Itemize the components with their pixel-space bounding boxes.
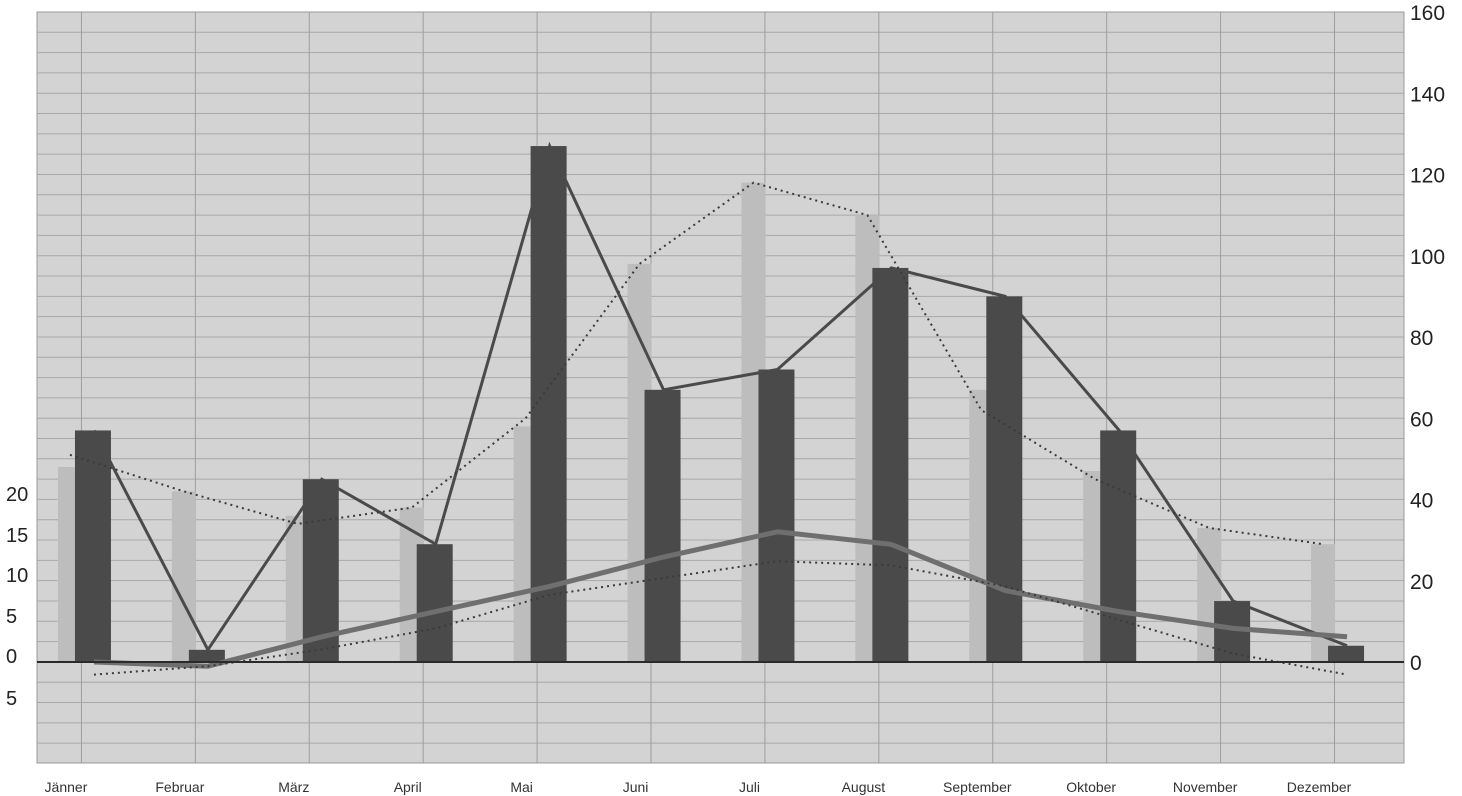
right-tick-label: 160 <box>1410 2 1445 25</box>
precipitation-line <box>92 141 1348 653</box>
category-label: Jänner <box>45 779 88 795</box>
bar-dark-1 <box>188 649 225 662</box>
right-tick-label: 60 <box>1410 408 1433 431</box>
series-lines <box>69 141 1348 676</box>
bar-dark-9 <box>1100 430 1137 662</box>
bar-light-11 <box>1311 544 1336 662</box>
category-label: September <box>943 779 1012 795</box>
dark-bars <box>74 146 1365 662</box>
right-tick-label: 0 <box>1410 652 1422 675</box>
right-tick-label: 120 <box>1410 165 1445 188</box>
bar-dark-0 <box>74 430 111 662</box>
left-tick-label: 5 <box>6 688 17 710</box>
bar-light-1 <box>171 491 196 662</box>
left-tick-label: 5 <box>6 606 17 628</box>
temperature-line <box>93 529 1348 669</box>
left-tick-label: 0 <box>6 646 17 668</box>
category-label: November <box>1173 779 1238 795</box>
right-tick-label: 100 <box>1410 246 1445 269</box>
left-tick-label: 20 <box>6 484 28 506</box>
category-label: Dezember <box>1287 779 1352 795</box>
precipitation-dotted-line <box>69 181 1324 546</box>
bar-dark-11 <box>1328 645 1365 662</box>
right-tick-label: 140 <box>1410 83 1445 106</box>
bar-dark-2 <box>302 479 339 662</box>
bar-dark-5 <box>644 389 681 662</box>
temperature-dotted-line <box>93 560 1348 676</box>
right-tick-label: 20 <box>1410 571 1433 594</box>
bar-dark-6 <box>758 369 795 662</box>
category-label: März <box>278 779 309 795</box>
tick-labels: 20 15 10 5 0 5 160 140 120 100 80 60 40 20 0 Jänner Febr… <box>6 2 1445 795</box>
category-label: Juli <box>739 779 760 795</box>
category-label: Mai <box>510 779 533 795</box>
category-label: Juni <box>623 779 649 795</box>
bar-dark-8 <box>986 296 1023 662</box>
category-label: Februar <box>155 779 204 795</box>
bar-dark-3 <box>416 544 453 662</box>
grid <box>36 11 1405 764</box>
left-tick-label: 10 <box>6 565 28 587</box>
left-tick-label: 15 <box>6 525 28 547</box>
category-label: April <box>394 779 422 795</box>
category-label: August <box>842 779 886 795</box>
plot-background <box>37 12 1404 763</box>
category-label: Oktober <box>1066 779 1116 795</box>
bar-dark-7 <box>872 267 909 662</box>
bar-dark-4 <box>530 146 567 662</box>
right-tick-label: 40 <box>1410 490 1433 513</box>
plot-border <box>36 11 1405 764</box>
right-tick-label: 80 <box>1410 327 1433 350</box>
